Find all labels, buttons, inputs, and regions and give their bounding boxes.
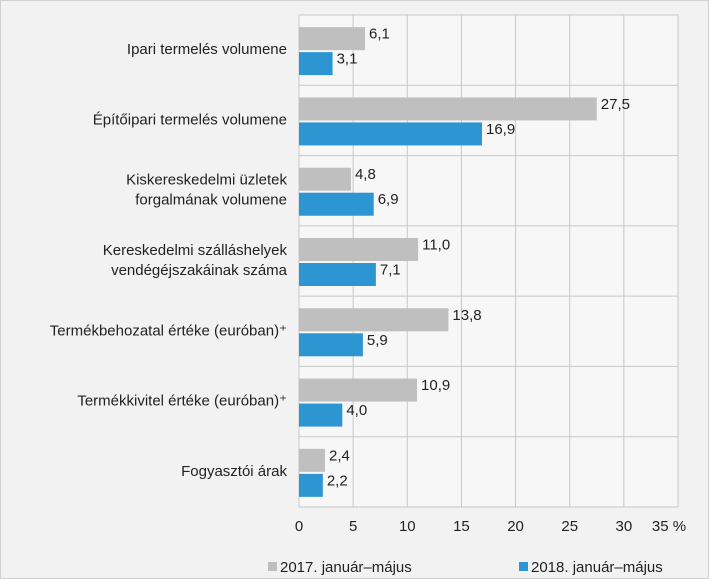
value-label: 27,5 — [601, 96, 630, 113]
category-label: Építőipari termelés volumene — [93, 111, 287, 128]
bar — [299, 122, 483, 146]
x-tick-label: 5 — [349, 518, 357, 535]
category-label: Ipari termelés volumene — [127, 41, 287, 58]
bar — [299, 238, 419, 261]
value-label: 6,9 — [378, 191, 399, 208]
value-label: 4,0 — [346, 402, 367, 419]
bar — [299, 97, 597, 121]
x-tick-label: 0 — [295, 518, 303, 535]
category-label: vendégéjszakáinak száma — [111, 262, 288, 279]
category-label: Kiskereskedelmi üzletek — [126, 172, 287, 189]
x-tick-label: 15 — [453, 518, 470, 535]
x-tick-label: 35 % — [652, 518, 686, 535]
bar — [299, 448, 325, 472]
bar — [299, 333, 363, 357]
value-label: 3,1 — [337, 51, 358, 68]
category-label: Termékbehozatal értéke (euróban)⁺ — [50, 322, 287, 339]
value-label: 4,8 — [355, 166, 376, 183]
x-tick-label: 10 — [399, 518, 416, 535]
x-tick-label: 30 — [616, 518, 633, 535]
value-label: 7,1 — [380, 261, 401, 278]
category-label: Kereskedelmi szálláshelyek — [103, 242, 288, 259]
value-label: 13,8 — [452, 307, 481, 324]
value-label: 6,1 — [369, 26, 390, 43]
legend-swatch — [519, 562, 528, 571]
value-label: 16,9 — [486, 121, 515, 138]
x-tick-label: 20 — [507, 518, 524, 535]
bar — [299, 308, 449, 332]
value-label: 11,0 — [422, 236, 450, 253]
category-label: Fogyasztói árak — [181, 463, 287, 480]
value-label: 2,2 — [327, 472, 348, 489]
bar — [299, 473, 323, 497]
category-label: Termékkivitel értéke (euróban)⁺ — [77, 393, 287, 410]
legend-swatch — [268, 562, 277, 571]
legend-label: 2017. január–május — [280, 559, 412, 576]
value-label: 2,4 — [329, 447, 350, 464]
bar — [299, 27, 366, 51]
bar — [299, 167, 351, 191]
bar — [299, 403, 343, 427]
bar — [299, 378, 418, 402]
value-label: 10,9 — [421, 377, 450, 394]
x-tick-label: 25 — [561, 518, 578, 535]
value-label: 5,9 — [367, 332, 388, 349]
legend-label: 2018. január–május — [531, 559, 663, 576]
bar — [299, 52, 333, 76]
bar — [299, 263, 376, 286]
category-label: forgalmának volumene — [135, 192, 287, 209]
bar — [299, 192, 374, 216]
